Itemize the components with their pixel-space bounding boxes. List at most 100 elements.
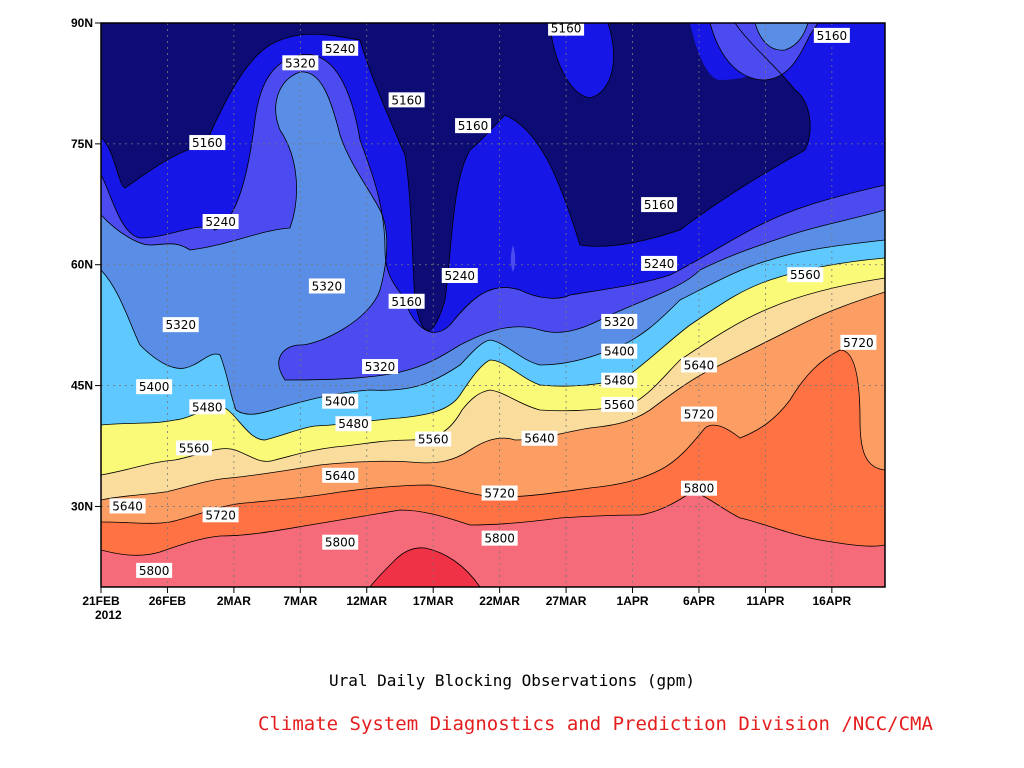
contour-label-text: 5640: [112, 499, 143, 513]
contour-label-text: 5720: [205, 508, 236, 522]
contour-label-bg: [601, 396, 638, 412]
contour-label-bg: [441, 267, 478, 283]
x-tick-label: 17MAR: [413, 594, 454, 608]
contour-label-5160: 5160: [548, 20, 585, 36]
contour-label-bg: [109, 498, 146, 514]
contour-label-text: 5400: [604, 345, 635, 359]
x-tick-label: 12MAR: [346, 594, 387, 608]
contour-label-5240: 5240: [641, 255, 678, 271]
contour-label-5320: 5320: [601, 313, 638, 329]
grid: [101, 23, 885, 587]
contour-label-text: 5320: [365, 360, 396, 374]
contour-label-bg: [189, 399, 226, 415]
band-above-5880: [370, 547, 480, 587]
contour-label-5320: 5320: [282, 55, 319, 71]
contour-label-5160: 5160: [455, 118, 492, 134]
contour-label-bg: [335, 416, 372, 432]
x-tick-label: 21FEB: [82, 594, 120, 608]
contour-label-5800: 5800: [322, 534, 359, 550]
contour-label-5160: 5160: [388, 92, 425, 108]
y-axis: 30N 45N 60N 75N 90N: [71, 16, 101, 513]
contour-label-5800: 5800: [481, 530, 518, 546]
contour-label-text: 5640: [325, 469, 356, 483]
plot-frame: [100, 22, 886, 588]
contour-label-5160: 5160: [641, 197, 678, 213]
x-tick-label: 27MAR: [546, 594, 587, 608]
x-tick-label: 2MAR: [217, 594, 251, 608]
contour-label-text: 5160: [192, 136, 223, 150]
contour-label-bg: [176, 440, 213, 456]
contour-label-5640: 5640: [521, 430, 558, 446]
contour-label-bg: [202, 507, 239, 523]
contour-label-bg: [680, 480, 717, 496]
contour-label-text: 5160: [391, 93, 422, 107]
contour-label-5480: 5480: [189, 399, 226, 415]
contour-chart: 5160 5160 5240 5320 5160 5160 5160 5160 5240 5240…: [71, 16, 886, 622]
contour-label-5160: 5160: [813, 27, 850, 43]
y-tick-label: 75N: [71, 137, 93, 151]
contour-label-5480: 5480: [601, 372, 638, 388]
contour-label-bg: [840, 334, 877, 350]
contour-label-text: 5160: [458, 119, 489, 133]
contour-label-5560: 5560: [787, 267, 824, 283]
contour-label-text: 5480: [338, 417, 369, 431]
contour-label-5720: 5720: [481, 485, 518, 501]
x-axis: 21FEB 26FEB 2MAR 7MAR 12MAR 17MAR 22MAR 27MAR 1A…: [82, 587, 852, 608]
contour-label-text: 5320: [604, 315, 635, 329]
contour-label-text: 5560: [179, 441, 210, 455]
contour-label-5720: 5720: [680, 406, 717, 422]
contour-label-5720: 5720: [840, 334, 877, 350]
contour-label-text: 5560: [790, 268, 821, 282]
contour-label-text: 5240: [325, 42, 356, 56]
x-tick-label: 6APR: [683, 594, 715, 608]
contour-label-text: 5720: [484, 487, 515, 501]
contour-label-text: 5320: [312, 279, 343, 293]
band-detail-1: [299, 120, 308, 150]
y-tick-label: 90N: [71, 16, 93, 30]
contour-label-bg: [322, 467, 359, 483]
contour-label-5320: 5320: [308, 278, 345, 294]
contour-label-bg: [481, 530, 518, 546]
contour-label-bg: [136, 379, 173, 395]
contour-label-bg: [601, 372, 638, 388]
contour-label-text: 5800: [139, 564, 170, 578]
credit-line: Climate System Diagnostics and Predictio…: [258, 713, 933, 735]
contour-label-5400: 5400: [601, 343, 638, 359]
contour-label-bg: [415, 431, 452, 447]
contour-label-text: 5640: [684, 358, 715, 372]
contour-lines: [101, 23, 885, 587]
contour-label-bg: [813, 27, 850, 43]
contour-label-5560: 5560: [601, 396, 638, 412]
contour-labels: 5160 5160 5240 5320 5160 5160 5160 5160 5240 5240…: [109, 20, 877, 578]
contour-label-text: 5160: [391, 295, 422, 309]
contour-label-text: 5720: [843, 336, 874, 350]
contour-label-text: 5320: [165, 318, 196, 332]
contour-label-bg: [680, 406, 717, 422]
contour-label-bg: [136, 562, 173, 578]
contour-label-5560: 5560: [176, 440, 213, 456]
contour-label-bg: [455, 118, 492, 134]
chart-title: Ural Daily Blocking Observations (gpm): [328, 671, 696, 690]
contour-label-bg: [202, 214, 239, 230]
contour-label-5240: 5240: [202, 214, 239, 230]
contour-label-5560: 5560: [415, 431, 452, 447]
contour-label-text: 5800: [484, 532, 515, 546]
contour-label-text: 5160: [551, 22, 582, 36]
band-5320-5400-top: [755, 23, 808, 51]
contour-label-bg: [680, 357, 717, 373]
contour-label-bg: [189, 135, 226, 151]
contour-label-5160: 5160: [388, 293, 425, 309]
contour-label-text: 5560: [604, 398, 635, 412]
contour-label-bg: [548, 20, 585, 36]
contour-label-bg: [282, 55, 319, 71]
contour-label-5320: 5320: [362, 359, 399, 375]
contour-label-text: 5720: [684, 408, 715, 422]
contour-label-text: 5640: [524, 432, 555, 446]
contour-label-bg: [641, 197, 678, 213]
contour-label-text: 5800: [684, 482, 715, 496]
x-tick-label: 11APR: [746, 594, 784, 608]
band-detail-2: [510, 245, 516, 272]
x-tick-label: 1APR: [617, 594, 649, 608]
contour-label-text: 5560: [418, 433, 449, 447]
contour-label-bg: [308, 278, 345, 294]
